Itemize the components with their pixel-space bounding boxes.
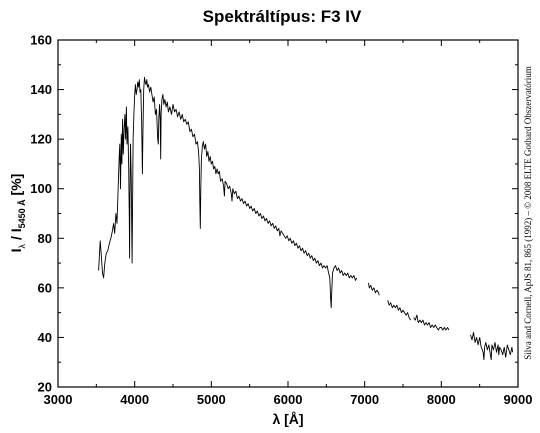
y-tick-label: 140 <box>30 82 52 97</box>
y-tick-label: 100 <box>30 181 52 196</box>
credit-text: Silva and Cornell, ApJS 81, 865 (1992) –… <box>523 66 533 359</box>
y-axis-label-main: I <box>8 248 24 252</box>
y-tick-label: 80 <box>38 231 52 246</box>
x-tick-label: 3000 <box>44 392 73 407</box>
plot-frame <box>57 39 519 388</box>
x-tick-label: 7000 <box>350 392 379 407</box>
spectrum-line-segment <box>470 332 514 361</box>
y-axis-label: Iλ / I5450 Å [%] <box>8 174 27 253</box>
y-axis-label-sub2: 5450 Å <box>17 199 27 229</box>
y-tick-label: 40 <box>38 330 52 345</box>
y-tick-label: 160 <box>30 33 52 48</box>
spectrum-line-segment <box>368 282 380 296</box>
y-axis-label-sep: / I <box>8 228 24 244</box>
y-tick-label: 20 <box>38 380 52 395</box>
x-tick-label: 9000 <box>504 392 533 407</box>
x-tick-label: 5000 <box>197 392 226 407</box>
y-axis-label-sub1: λ <box>17 243 27 248</box>
x-tick-label: 8000 <box>427 392 456 407</box>
y-axis-label-tail: [%] <box>8 174 24 200</box>
x-tick-label: 4000 <box>120 392 149 407</box>
spectrum-line-segment <box>98 76 358 309</box>
spectrum-series <box>98 76 514 361</box>
x-axis: 3000 4000 5000 6000 7000 8000 9000 <box>44 40 533 407</box>
y-tick-label: 60 <box>38 280 52 295</box>
x-tick-label: 6000 <box>274 392 303 407</box>
y-axis: 20 40 60 80 100 120 140 160 <box>30 33 518 395</box>
y-tick-label: 120 <box>30 132 52 147</box>
chart-title: Spektráltípus: F3 IV <box>203 7 362 26</box>
spectrum-line-segment <box>413 314 450 331</box>
x-axis-label: λ [Å] <box>272 411 303 427</box>
spectrum-line-segment <box>387 300 412 321</box>
